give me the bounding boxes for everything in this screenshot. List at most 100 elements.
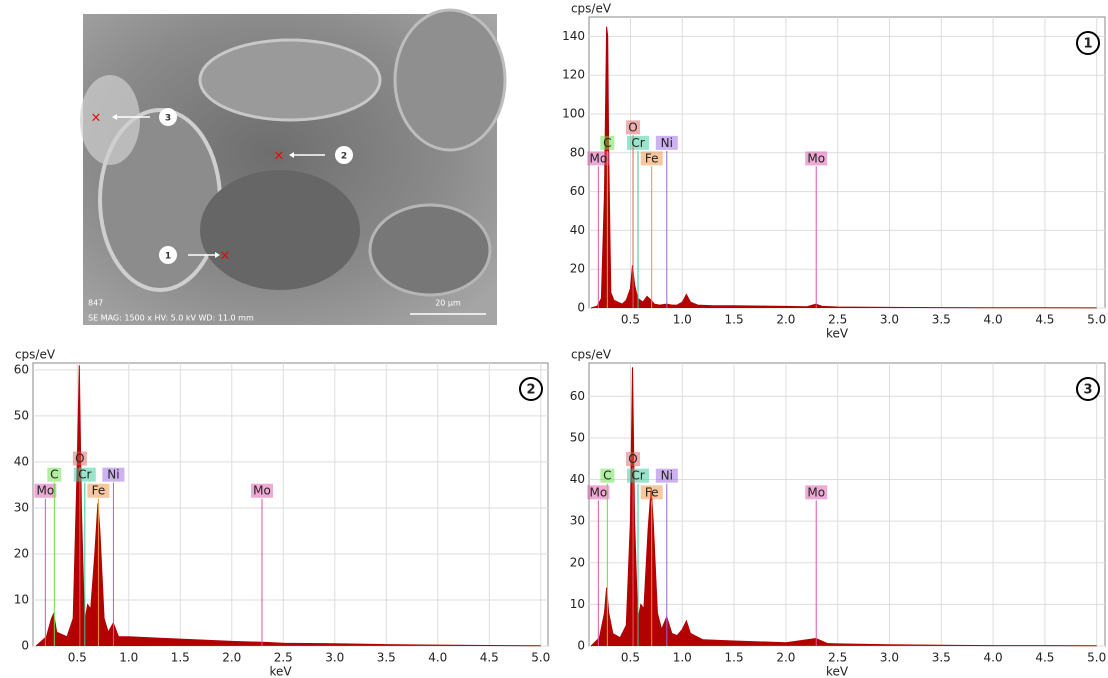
element-label: O xyxy=(628,452,637,466)
sem-id: 847 xyxy=(88,299,103,308)
y-tick-label: 60 xyxy=(570,184,585,198)
x-tick-label: 0.5 xyxy=(621,651,640,665)
y-tick-label: 20 xyxy=(570,555,585,569)
y-tick-label: 0 xyxy=(21,639,29,653)
point-label: 1 xyxy=(165,252,171,262)
plot-area xyxy=(588,362,1106,647)
x-tick-label: 0.5 xyxy=(621,313,640,327)
x-tick-label: 4.5 xyxy=(1035,651,1054,665)
x-tick-label: 1.5 xyxy=(725,313,744,327)
point-1: × 1 xyxy=(159,246,230,264)
badge-label: 3 xyxy=(1083,383,1092,398)
y-tick-label: 100 xyxy=(562,107,585,121)
point-badge xyxy=(159,108,177,126)
point-label: 2 xyxy=(341,152,347,162)
sem-image: 847 SE MAG: 1500 x HV: 5.0 kV WD: 11.0 m… xyxy=(80,8,507,325)
x-tick-label: 1.0 xyxy=(673,313,692,327)
x-tick-label: 3.0 xyxy=(880,651,899,665)
cross: × xyxy=(274,149,285,164)
y-tick-label: 50 xyxy=(14,408,29,422)
y-tick-label: 60 xyxy=(14,362,29,376)
sem-blob xyxy=(368,203,492,297)
y-tick-label: 40 xyxy=(570,223,585,237)
arrow-head xyxy=(289,152,294,158)
element-label: C xyxy=(603,469,611,483)
element-label: Ni xyxy=(661,136,673,150)
badge xyxy=(519,377,543,401)
x-tick-label: 3.0 xyxy=(325,651,344,665)
element-label: Mo xyxy=(589,151,607,165)
arrow-head xyxy=(112,114,117,120)
x-tick-label: 1.0 xyxy=(119,651,138,665)
element-label-box xyxy=(805,151,828,166)
x-tick-label: 1.5 xyxy=(725,651,744,665)
y-axis-label: cps/eV xyxy=(15,348,56,362)
y-axis-label: cps/eV xyxy=(571,348,612,362)
x-axis-label: keV xyxy=(826,327,849,341)
scale-bar-label: 20 µm xyxy=(435,299,461,308)
y-tick-label: 30 xyxy=(570,514,585,528)
x-tick-label: 0.5 xyxy=(68,651,87,665)
x-tick-label: 4.0 xyxy=(984,651,1003,665)
element-label: Fe xyxy=(645,151,659,165)
x-tick-label: 4.5 xyxy=(480,651,499,665)
point-2: × 2 xyxy=(274,146,353,164)
x-tick-label: 2.0 xyxy=(776,313,795,327)
sem-blob xyxy=(198,38,382,122)
element-label: Mo xyxy=(807,151,825,165)
element-label: Cr xyxy=(78,468,91,482)
x-tick-label: 1.5 xyxy=(171,651,190,665)
point-label: 3 xyxy=(165,114,171,124)
element-label-box xyxy=(587,485,610,500)
spectrum xyxy=(590,26,1097,309)
y-tick-label: 20 xyxy=(570,262,585,276)
spectrum xyxy=(590,367,1097,647)
element-label: Cr xyxy=(631,136,644,150)
y-tick-label: 0 xyxy=(577,301,585,315)
spectrum-chart: 0 10 20 30 40 50 60 0.5 1.0 1.5 2.0 2.5 3.0 3.5 4.0 4.5… xyxy=(570,348,1107,678)
x-tick-label: 5.0 xyxy=(1087,313,1106,327)
x-tick-label: 3.5 xyxy=(932,313,951,327)
element-label-box xyxy=(72,451,87,466)
element-label-box xyxy=(627,468,650,483)
spectrum xyxy=(35,365,541,647)
y-tick-label: 20 xyxy=(14,546,29,560)
element-label-box xyxy=(34,483,57,498)
y-tick-label: 50 xyxy=(570,430,585,444)
y-tick-label: 40 xyxy=(570,472,585,486)
y-tick-label: 10 xyxy=(14,592,29,606)
x-tick-label: 3.5 xyxy=(932,651,951,665)
arrow-head xyxy=(215,252,220,258)
element-label-box xyxy=(600,135,615,150)
y-tick-label: 80 xyxy=(570,145,585,159)
plot-area xyxy=(32,362,549,647)
element-label: O xyxy=(75,452,84,466)
x-tick-label: 2.0 xyxy=(222,651,241,665)
element-label-box xyxy=(655,135,678,150)
y-tick-label: 40 xyxy=(14,454,29,468)
cross: × xyxy=(91,111,102,126)
element-label: O xyxy=(628,120,637,134)
x-tick-label: 3.5 xyxy=(377,651,396,665)
x-axis-label: keV xyxy=(826,665,849,678)
x-tick-label: 3.0 xyxy=(880,313,899,327)
x-tick-label: 5.0 xyxy=(531,651,550,665)
plot-area xyxy=(588,16,1106,309)
badge xyxy=(1076,377,1100,401)
element-label-box xyxy=(102,467,125,482)
x-tick-label: 4.0 xyxy=(984,313,1003,327)
element-label-box xyxy=(250,483,273,498)
element-label-box xyxy=(626,452,641,467)
element-label-box xyxy=(73,467,96,482)
element-label: C xyxy=(50,468,58,482)
point-badge xyxy=(159,246,177,264)
spectrum-chart: 0 10 20 30 40 50 60 0.5 1.0 1.5 2.0 2.5 3.0 3.5 4.0 4.5… xyxy=(14,348,551,678)
x-tick-label: 2.5 xyxy=(274,651,293,665)
point-3: × 3 xyxy=(91,108,177,126)
y-tick-label: 10 xyxy=(570,597,585,611)
element-label-box xyxy=(640,151,663,166)
x-tick-label: 2.5 xyxy=(828,313,847,327)
y-tick-label: 0 xyxy=(577,639,585,653)
